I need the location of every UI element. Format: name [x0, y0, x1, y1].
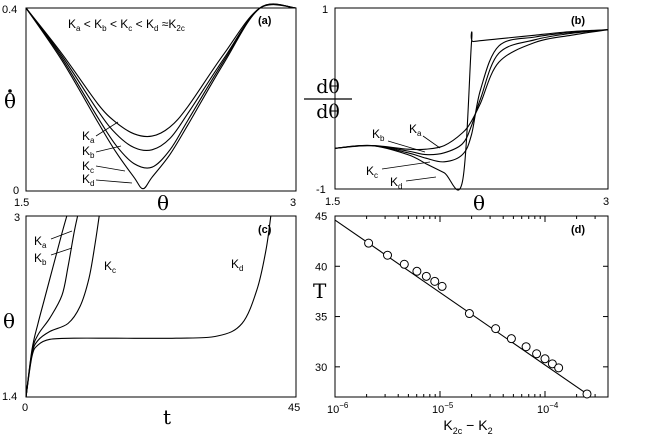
panel-a-ytick-top: 0.4: [2, 4, 17, 16]
panel-d-ylabel: T: [313, 279, 327, 303]
svg-text:Kd: Kd: [390, 175, 402, 191]
panel-d-xtick-label: 10−5: [432, 401, 454, 416]
panel-d-fit-line: [335, 220, 587, 394]
panel-d-point: [533, 350, 541, 358]
panel-d-xtick-label: 10−6: [327, 401, 349, 416]
panel-d-ytick-label: 40: [315, 261, 327, 273]
panel-d-point: [400, 260, 408, 268]
panel-d-point: [422, 272, 430, 280]
panel-c-frame: [26, 216, 296, 397]
panel-d-ytick-label: 35: [315, 312, 327, 324]
panel-d-point: [413, 267, 421, 275]
panel-b-ylabel-num: dθ̇: [316, 76, 340, 98]
panel-d-tag: (d): [571, 224, 585, 236]
panel-b-series-kd: [335, 30, 608, 190]
panel-c-series-kd: [26, 216, 271, 397]
panel-d-point: [431, 277, 439, 285]
panel-a-xtick-left: 1.5: [14, 197, 29, 209]
panel-d-point: [507, 335, 515, 343]
panel-d-xlabel: K2c − K2: [443, 417, 492, 436]
panel-b-xlabel: θ: [473, 191, 485, 215]
panel-a-xtick-right: 3: [290, 197, 296, 209]
panel-a-tag: (a): [258, 15, 272, 27]
panel-b-xtick-left: 1.5: [325, 196, 340, 208]
panel-c: (c) 3 1.4 0 45 t θ Ka Kb Kc Kd: [2, 212, 300, 429]
panel-d-xtick-label: 10−4: [537, 401, 559, 416]
panel-a-ylabel: θ: [4, 89, 16, 113]
panel-c-xlabel: t: [163, 405, 171, 429]
panel-c-label-Ka: Ka: [34, 231, 72, 250]
panel-b-ylabel-den: dθ: [316, 101, 340, 123]
panel-a-ylabel-dot: [8, 89, 12, 93]
panel-b-ylabel: dθ̇ dθ: [304, 76, 352, 123]
svg-text:Ka: Ka: [409, 122, 422, 138]
panel-b: (b) 1 -1 1.5 3 θ dθ̇ dθ Kb Ka Kc Kd: [304, 4, 609, 215]
svg-text:Kb: Kb: [34, 251, 47, 267]
svg-text:Kb: Kb: [82, 144, 95, 160]
panel-a-label-Kb: Kb: [82, 144, 121, 160]
svg-text:Kc: Kc: [366, 164, 378, 180]
panel-d-point: [384, 251, 392, 259]
panel-c-ytick-top: 3: [14, 212, 20, 224]
panel-d-point: [438, 282, 446, 290]
panel-b-tag: (b): [571, 15, 585, 27]
panel-c-ylabel: θ: [3, 309, 15, 333]
panel-d-point: [583, 390, 591, 398]
panel-a-label-Kd: Kd: [82, 172, 132, 188]
svg-text:Ka: Ka: [82, 129, 95, 145]
panel-a-title: Ka < Kb < Kc < Kd ≈K2c: [68, 17, 185, 33]
panel-c-xtick-right: 45: [288, 402, 300, 414]
panel-c-label-Kc: Kc: [104, 259, 116, 275]
panel-a-frame: [26, 8, 296, 191]
panel-d-point: [541, 355, 549, 363]
panel-b-label-Ka: Ka: [409, 122, 440, 148]
panel-d-ytick-label: 45: [315, 211, 327, 223]
panel-a-xlabel: θ: [157, 191, 169, 215]
panel-d-ytick-label: 30: [315, 362, 327, 374]
panel-d-point: [465, 310, 473, 318]
panel-b-xtick-right: 3: [603, 196, 609, 208]
panel-c-label-Kd: Kd: [231, 257, 243, 273]
panel-a: (a) 0.4 0 1.5 3 θ θ Ka < Kb < Kc < Kd ≈K…: [2, 4, 296, 215]
panel-c-tag: (c): [258, 224, 272, 236]
panel-c-xtick-left: 0: [22, 402, 28, 414]
svg-text:Kb: Kb: [372, 127, 385, 143]
svg-text:Ka: Ka: [34, 234, 47, 250]
panel-d-point: [492, 325, 500, 333]
panel-c-ytick-bottom: 1.4: [2, 391, 17, 403]
panel-d: (d) 30 35 40 45 10−6 10−5 10−4 T K2c − K2: [313, 211, 608, 436]
panel-a-ytick-bottom: 0: [13, 185, 19, 197]
panel-d-frame: [335, 216, 608, 397]
panel-d-point: [522, 343, 530, 351]
panel-b-ytick-bottom: -1: [316, 184, 326, 196]
panel-b-ytick-top: 1: [322, 4, 328, 16]
panel-d-point: [365, 239, 373, 247]
panel-d-point: [555, 364, 563, 372]
figure-canvas: (a) 0.4 0 1.5 3 θ θ Ka < Kb < Kc < Kd ≈K…: [0, 0, 654, 436]
panel-c-label-Kb: Kb: [34, 248, 72, 267]
